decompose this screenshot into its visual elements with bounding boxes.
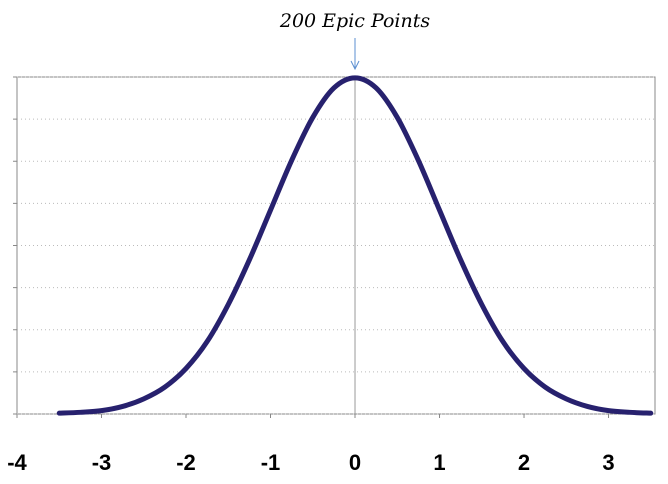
- annotation-arrowhead: [350, 60, 360, 71]
- x-tick-label: -1: [261, 450, 281, 475]
- x-tick-label: -3: [92, 450, 112, 475]
- x-tick-label: 3: [602, 450, 614, 475]
- x-tick-label: -2: [176, 450, 196, 475]
- x-tick-label: -4: [7, 450, 27, 475]
- annotation: 200 Epic Points: [279, 10, 430, 32]
- plot-frame: [16, 76, 656, 415]
- x-tick-label: 1: [433, 450, 445, 475]
- x-tick-label: 0: [349, 450, 361, 475]
- x-tick-label: 2: [518, 450, 530, 475]
- curve: [56, 75, 654, 416]
